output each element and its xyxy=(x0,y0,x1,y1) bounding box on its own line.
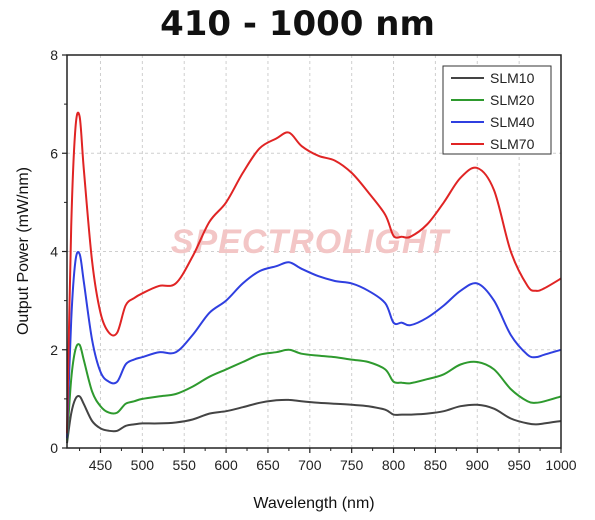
y-tick-label: 0 xyxy=(50,440,58,456)
x-tick-label: 600 xyxy=(214,457,238,473)
x-tick-label: 650 xyxy=(256,457,280,473)
x-tick-label: 800 xyxy=(382,457,406,473)
series-line-slm20 xyxy=(67,344,561,441)
x-axis-label: Wavelength (nm) xyxy=(253,495,374,512)
x-tick-label: 750 xyxy=(340,457,364,473)
legend: SLM10 SLM20 SLM40 SLM70 xyxy=(443,66,551,154)
x-tick-label: 900 xyxy=(466,457,490,473)
x-tick-label: 1000 xyxy=(545,457,576,473)
legend-label-slm10: SLM10 xyxy=(490,70,535,86)
y-tick-label: 4 xyxy=(50,244,58,260)
series-line-slm40 xyxy=(67,252,561,438)
y-axis-label: Output Power (mW/nm) xyxy=(15,167,32,335)
x-tick-label: 450 xyxy=(89,457,113,473)
series-line-slm70 xyxy=(67,113,561,434)
x-tick-label: 500 xyxy=(131,457,155,473)
x-tick-label: 550 xyxy=(173,457,197,473)
series-layer xyxy=(67,113,561,444)
legend-label-slm70: SLM70 xyxy=(490,136,535,152)
series-line-slm10 xyxy=(67,396,561,443)
legend-label-slm20: SLM20 xyxy=(490,92,535,108)
watermark: SPECTROLIGHT xyxy=(171,223,452,261)
y-tick-label: 2 xyxy=(50,342,58,358)
y-tick-label: 8 xyxy=(50,47,58,63)
x-tick-label: 950 xyxy=(507,457,531,473)
legend-label-slm40: SLM40 xyxy=(490,114,535,130)
x-tick-label: 700 xyxy=(298,457,322,473)
x-tick-label: 850 xyxy=(424,457,448,473)
y-tick-label: 6 xyxy=(50,145,58,161)
